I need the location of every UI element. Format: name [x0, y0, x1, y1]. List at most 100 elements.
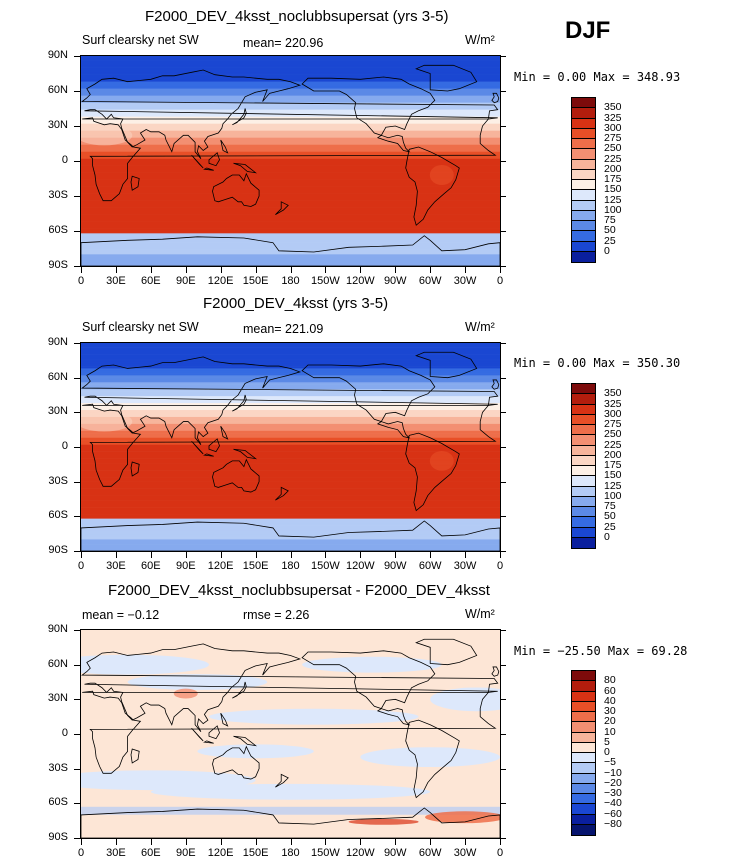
colorbar-label: 200 [604, 162, 622, 175]
colorbar-label: 350 [604, 387, 622, 400]
lat-tick-label: 90N [47, 623, 68, 635]
field-patch [209, 708, 419, 725]
lon-tick [115, 839, 117, 845]
colorbar-label: 5 [604, 735, 610, 748]
lat-tick [74, 447, 80, 448]
coastline [491, 666, 500, 677]
field-band [81, 426, 500, 429]
field-band [81, 238, 500, 241]
lon-tick [185, 839, 187, 845]
colorbar-label: 325 [604, 111, 622, 124]
lon-tick [395, 267, 397, 273]
colorbar-swatch [572, 139, 595, 150]
lat-tick [500, 412, 506, 414]
field-band [81, 240, 500, 243]
field-band [81, 65, 500, 68]
field-band [81, 70, 500, 73]
field-band [81, 233, 500, 236]
coastline [203, 453, 214, 457]
colorbar-swatch [572, 231, 595, 242]
lat-tick [500, 699, 506, 701]
field-patch [425, 811, 500, 824]
coastline [191, 154, 204, 169]
field-band [81, 511, 500, 515]
colorbar-swatch [572, 701, 595, 712]
field-band [81, 175, 500, 178]
field-band [81, 149, 500, 152]
lat-tick [500, 768, 506, 770]
field-band [81, 449, 500, 452]
field-band [81, 128, 500, 131]
colorbar-swatch [572, 159, 595, 170]
field-band [81, 140, 500, 143]
lon-tick-label: 30W [453, 275, 477, 287]
field-band [81, 93, 500, 96]
map-panel-2 [80, 342, 501, 552]
colorbar-swatch [572, 773, 595, 784]
field-band [81, 366, 500, 369]
coastline [220, 712, 229, 727]
coastline [233, 448, 258, 460]
coastline [415, 638, 478, 666]
field-band [81, 349, 500, 353]
coastline [405, 719, 460, 799]
coastline [208, 438, 220, 453]
lon-tick [81, 839, 82, 845]
field-patch [429, 450, 454, 471]
lat-tick-label: 90N [47, 336, 68, 348]
lon-tick-label: 90E [175, 847, 196, 859]
lat-tick-label: 30S [48, 189, 68, 201]
field-band [81, 165, 500, 169]
colorbar-swatch [572, 691, 595, 702]
field-band [81, 158, 500, 162]
lat-tick [74, 734, 80, 735]
lat-tick-label: 0 [61, 727, 68, 739]
colorbar-label: 250 [604, 428, 622, 441]
field-band [81, 421, 500, 425]
colorbar-swatch [572, 507, 595, 518]
field-band [81, 137, 500, 141]
colorbar-swatch [572, 241, 595, 252]
panel-title: F2000_DEV_4ksst_noclubbsupersat (yrs 3-5… [145, 8, 449, 25]
field-band [81, 405, 500, 409]
coastline [130, 748, 140, 764]
colorbar-swatch [572, 722, 595, 733]
lat-tick [500, 803, 506, 805]
lat-tick-label: 60N [47, 657, 68, 670]
lat-tick [500, 196, 506, 197]
field-band [81, 546, 500, 549]
coastline [191, 440, 204, 455]
lat-tick-label: 60S [48, 796, 68, 809]
colorbar-swatch [572, 445, 595, 456]
colorbar-label: 0 [604, 244, 610, 257]
colorbar-label: 225 [604, 152, 622, 165]
lat-tick-label: 90S [48, 259, 68, 271]
field-band [81, 403, 500, 406]
field-band [81, 168, 500, 171]
field-band [81, 224, 500, 227]
colorbar-swatch [572, 251, 595, 262]
colorbar-label: 0 [604, 746, 610, 758]
field-band [81, 161, 500, 164]
colorbar-swatch [572, 128, 595, 139]
field-band [81, 144, 500, 148]
colorbar-label: 150 [604, 183, 622, 196]
field-band [81, 151, 500, 155]
field-patch [81, 654, 210, 675]
mean-label: mean = −0.12 [82, 608, 160, 622]
coastline [212, 458, 260, 493]
panel-title: F2000_DEV_4ksst_noclubbsupersat - F2000_… [108, 582, 490, 599]
lon-tick-label: 120E [207, 560, 234, 572]
colorbar-label: −80 [604, 817, 622, 830]
coastline [220, 425, 229, 440]
field-band [81, 352, 500, 355]
lat-tick [500, 664, 506, 666]
lon-tick-label: 0 [77, 560, 85, 572]
minmax-label: Min = −25.50 Max = 69.28 [514, 644, 688, 658]
lat-tick [74, 481, 80, 483]
lon-tick [325, 267, 327, 273]
field-band [81, 486, 500, 489]
lon-tick-label: 0 [496, 275, 504, 287]
field-band [81, 527, 500, 531]
lon-tick-label: 150W [311, 560, 340, 572]
